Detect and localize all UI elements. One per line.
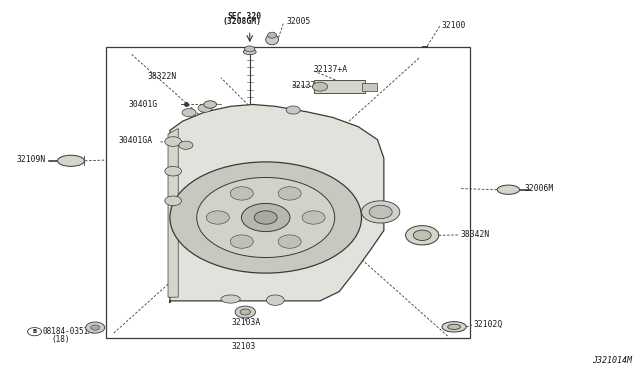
Circle shape [302, 211, 325, 224]
Ellipse shape [268, 32, 276, 38]
Ellipse shape [442, 322, 467, 332]
Circle shape [254, 211, 277, 224]
Text: 32102Q: 32102Q [473, 320, 502, 329]
Ellipse shape [497, 185, 520, 194]
Circle shape [240, 309, 250, 315]
Polygon shape [168, 129, 178, 297]
Text: 30401G: 30401G [129, 100, 157, 109]
Circle shape [86, 322, 105, 333]
Circle shape [244, 46, 255, 52]
Circle shape [91, 325, 100, 330]
Circle shape [182, 109, 196, 117]
Bar [106, 47, 470, 338]
Circle shape [278, 235, 301, 248]
Circle shape [362, 201, 400, 223]
Circle shape [170, 162, 362, 273]
Circle shape [241, 203, 290, 232]
Text: SEC.320: SEC.320 [227, 12, 262, 21]
Circle shape [278, 187, 301, 200]
Circle shape [230, 235, 253, 248]
Text: 08184-0351A: 08184-0351A [43, 327, 93, 336]
Text: (18): (18) [51, 335, 70, 344]
Ellipse shape [448, 324, 461, 330]
Ellipse shape [243, 49, 256, 55]
Text: 38322N: 38322N [148, 72, 177, 81]
Circle shape [369, 205, 392, 219]
Ellipse shape [266, 35, 278, 45]
Text: 32005: 32005 [286, 17, 310, 26]
Text: 32006M: 32006M [524, 185, 554, 193]
Polygon shape [362, 83, 378, 91]
Text: 32103: 32103 [232, 341, 256, 350]
Circle shape [266, 295, 284, 305]
Text: 30401GA: 30401GA [119, 136, 153, 145]
Circle shape [204, 101, 216, 108]
Text: B: B [33, 329, 36, 334]
Circle shape [179, 141, 193, 149]
Ellipse shape [221, 295, 240, 303]
Text: 32103A: 32103A [232, 318, 261, 327]
Circle shape [165, 166, 181, 176]
Circle shape [286, 106, 300, 114]
Circle shape [206, 211, 229, 224]
Text: 32137: 32137 [292, 81, 316, 90]
Polygon shape [314, 80, 365, 93]
Circle shape [235, 306, 255, 318]
Circle shape [196, 177, 335, 257]
Text: 32137+A: 32137+A [314, 65, 348, 74]
Text: 32109N: 32109N [17, 155, 46, 164]
Polygon shape [170, 105, 384, 303]
Circle shape [230, 187, 253, 200]
Ellipse shape [58, 155, 84, 166]
Circle shape [406, 226, 439, 245]
Circle shape [312, 82, 328, 91]
Text: (3208GM): (3208GM) [223, 17, 262, 26]
Circle shape [413, 230, 431, 240]
Text: 38342N: 38342N [461, 230, 490, 240]
Text: J321014M: J321014M [591, 356, 632, 365]
Circle shape [165, 196, 181, 206]
Text: 32100: 32100 [442, 21, 466, 30]
Circle shape [165, 137, 181, 146]
Circle shape [198, 104, 212, 112]
